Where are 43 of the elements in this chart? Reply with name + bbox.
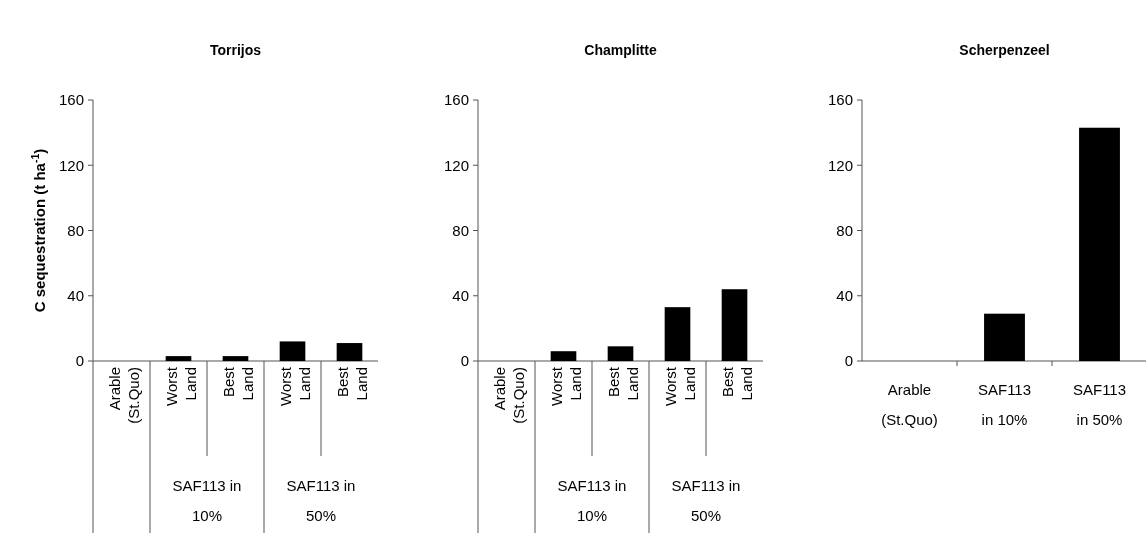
x-tick-label: Best Land (718, 366, 755, 401)
y-tick-label: 0 (844, 352, 853, 370)
y-tick-label: 160 (58, 91, 84, 109)
x-tick-label: Worst Land (661, 366, 698, 406)
x-tick-label: SAF113 in 10% (977, 381, 1032, 428)
bar (336, 343, 363, 361)
y-tick-label: 80 (67, 221, 84, 239)
bar (550, 351, 577, 361)
y-tick-label: 160 (443, 91, 469, 109)
x-tick-label: Worst Land (547, 366, 584, 406)
x-tick-label: Best Land (604, 366, 641, 401)
y-tick-label: 0 (460, 352, 469, 370)
chart-title: Scherpenzeel (959, 42, 1050, 58)
y-tick-label: 120 (443, 156, 469, 174)
text: SAF113 in 50% (671, 477, 741, 524)
chart-title: Champlitte (584, 42, 657, 58)
bar (222, 356, 249, 361)
bar (664, 307, 691, 361)
x-tick-label: Best Land (333, 366, 370, 401)
y-tick-label: 120 (827, 156, 853, 174)
x-tick-label: Worst Land (276, 366, 313, 406)
bar (721, 289, 748, 361)
text: SAF113 in 10% (557, 477, 627, 524)
x-tick-label: Arable (St.Quo) (881, 381, 938, 428)
x-tick-label: Worst Land (162, 366, 199, 406)
bar (607, 346, 634, 361)
chart-title: Torrijos (209, 42, 262, 58)
y-tick-label: 40 (452, 287, 469, 304)
y-tick-label: 120 (58, 156, 84, 174)
y-tick-label: 40 (67, 287, 84, 304)
x-tick-label: Arable (St.Quo) (490, 367, 527, 424)
x-tick-label: SAF113 in 50% (1072, 381, 1127, 428)
y-tick-label: 80 (836, 221, 853, 239)
text: SAF113 in 10% (172, 477, 242, 524)
text: SAF113 in 50% (286, 477, 356, 524)
x-tick-label: Best Land (219, 366, 256, 401)
x-tick-label: Arable (St.Quo) (105, 367, 142, 424)
y-tick-label: 0 (75, 352, 84, 370)
y-tick-label: 160 (827, 91, 853, 109)
bar (165, 356, 192, 361)
bar (279, 341, 306, 361)
y-tick-label: 40 (836, 287, 853, 304)
y-tick-label: 80 (452, 221, 469, 239)
